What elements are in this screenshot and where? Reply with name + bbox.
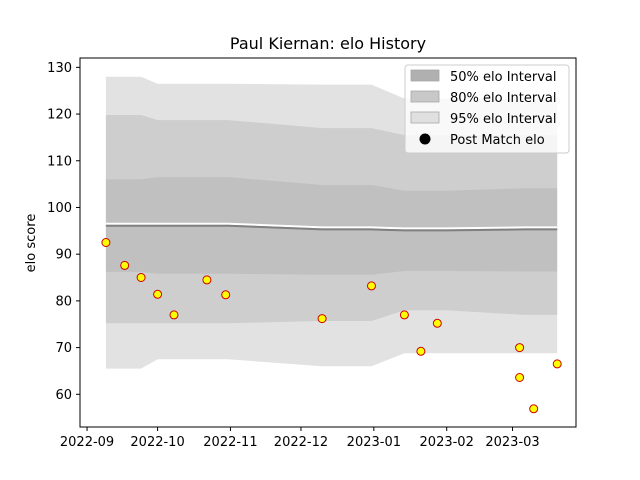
legend-box [404, 64, 570, 154]
band-80-interval [105, 115, 558, 324]
post-match-point [153, 289, 163, 299]
y-tick-label: 80 [55, 294, 72, 309]
legend-swatch [410, 111, 440, 124]
y-axis: 60 70 80 90 100 110 120 130 [47, 61, 80, 403]
post-match-point [101, 238, 111, 247]
x-axis: 2022-09 2022-10 2022-11 2022-12 2023-01 2023-… [60, 427, 540, 450]
legend-label: Post Match elo [450, 133, 545, 148]
x-tick-label: 2023-02 [420, 435, 474, 450]
x-tick-label: 2023-01 [347, 435, 401, 450]
band-50-interval [105, 177, 558, 275]
y-tick-label: 90 [55, 248, 72, 263]
legend-swatch [410, 69, 440, 82]
legend-label: 50% elo Interval [450, 70, 557, 85]
y-tick-label: 120 [47, 108, 72, 123]
y-tick-label: 100 [47, 201, 72, 216]
post-match-point [367, 281, 376, 291]
post-match-point [515, 373, 525, 382]
post-match-point [399, 310, 409, 320]
post-match-point [317, 314, 327, 324]
post-match-point [515, 343, 525, 353]
x-tick-label: 2022-09 [60, 435, 114, 450]
x-tick-label: 2022-10 [130, 435, 184, 450]
legend-swatch [410, 90, 440, 103]
post-match-point [120, 260, 130, 270]
y-tick-label: 130 [47, 61, 72, 76]
chart-title: Paul Kiernan: elo History [230, 34, 426, 53]
y-tick-label: 110 [47, 154, 72, 169]
post-match-point [432, 318, 442, 328]
post-match-point [169, 310, 179, 320]
post-match-point [552, 359, 562, 369]
post-match-point [221, 290, 231, 300]
x-tick-label: 2023-03 [485, 435, 539, 450]
plot-frame [79, 57, 577, 428]
legend-label: 80% elo Interval [450, 91, 557, 106]
y-tick-label: 60 [55, 388, 72, 403]
legend-marker [419, 133, 431, 145]
post-match-point [202, 275, 212, 285]
x-tick-label: 2022-11 [203, 435, 257, 450]
y-axis-label: elo score [24, 214, 39, 273]
mean-elo-line [105, 224, 558, 232]
post-match-point [529, 404, 539, 414]
post-match-point [136, 273, 146, 282]
mean-highlight-line [105, 222, 558, 230]
legend: 50% elo Interval 80% elo Interval 95% elo … [404, 64, 570, 154]
legend-label: 95% elo Interval [450, 112, 557, 127]
y-tick-label: 70 [55, 341, 72, 356]
x-tick-label: 2022-12 [274, 435, 328, 450]
post-match-point [416, 346, 426, 356]
